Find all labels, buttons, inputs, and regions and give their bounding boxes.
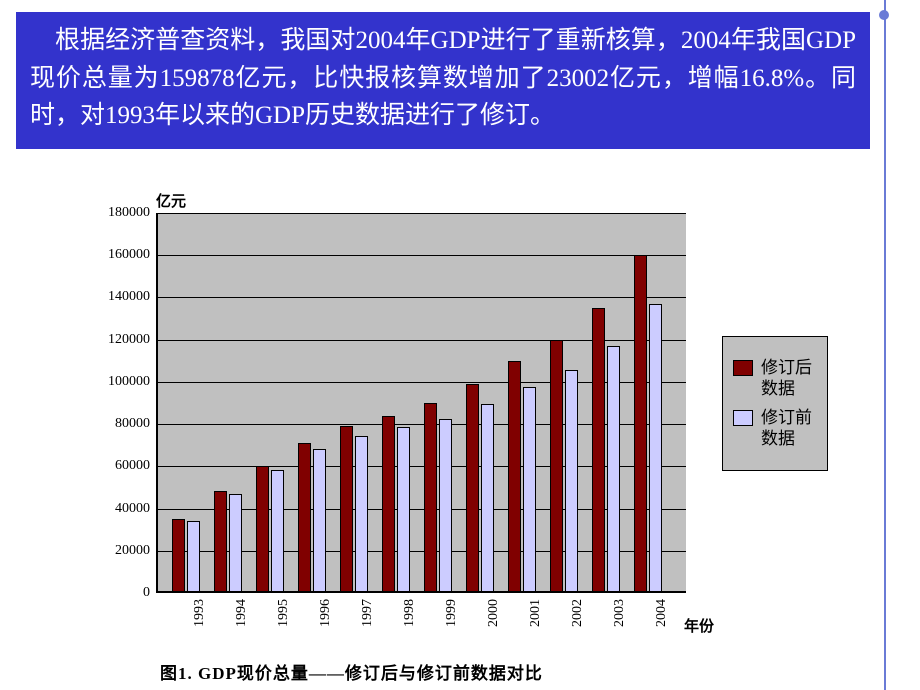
- y-tick-label: 40000: [92, 501, 150, 517]
- y-tick-label: 160000: [92, 247, 150, 263]
- bar-修订后数据: [466, 384, 479, 593]
- y-tick-label: 180000: [92, 205, 150, 221]
- bar-修订后数据: [550, 340, 563, 593]
- description-panel: 根据经济普查资料，我国对2004年GDP进行了重新核算，2004年我国GDP现价…: [16, 12, 870, 149]
- bar-修订后数据: [172, 519, 185, 593]
- y-axis-title: 亿元: [156, 190, 846, 211]
- x-tick-label: 2002: [570, 599, 586, 627]
- bar-修订前数据: [397, 427, 410, 593]
- legend-item: 修订后数据: [733, 357, 817, 400]
- bar-修订前数据: [271, 470, 284, 594]
- bar-修订前数据: [439, 419, 452, 593]
- x-axis-title: 年份: [684, 615, 714, 636]
- bar-修订后数据: [340, 426, 353, 593]
- bar-修订后数据: [634, 255, 647, 593]
- y-tick-label: 60000: [92, 458, 150, 474]
- y-tick-label: 80000: [92, 416, 150, 432]
- bar-修订后数据: [298, 443, 311, 593]
- x-tick-label: 2000: [486, 599, 502, 627]
- bar-修订后数据: [214, 491, 227, 593]
- description-text: 根据经济普查资料，我国对2004年GDP进行了重新核算，2004年我国GDP现价…: [30, 27, 856, 129]
- legend-swatch: [733, 410, 753, 426]
- bar-修订后数据: [508, 361, 521, 593]
- x-axis-labels: 1993 1994 1995 1996 1997 1998 1999 2000 2001 2002…: [156, 593, 686, 643]
- x-tick-label: 1996: [318, 599, 334, 627]
- slide-right-border: [884, 0, 920, 690]
- legend: 修订后数据修订前数据: [722, 336, 828, 471]
- y-axis-ticks: 0200004000060000800001000001200001400001…: [96, 213, 156, 593]
- bar-修订后数据: [256, 466, 269, 593]
- bar-修订前数据: [481, 404, 494, 593]
- bar-修订前数据: [523, 387, 536, 593]
- bar-修订后数据: [424, 403, 437, 593]
- chart-caption: 图1. GDP现价总量——修订后与修订前数据对比: [160, 659, 543, 684]
- bar-修订前数据: [229, 494, 242, 593]
- bar-修订前数据: [649, 304, 662, 593]
- legend-label: 修订前数据: [761, 407, 817, 450]
- x-tick-label: 1997: [360, 599, 376, 627]
- legend-label: 修订后数据: [761, 357, 817, 400]
- x-tick-label: 1999: [444, 599, 460, 627]
- bar-修订前数据: [565, 370, 578, 593]
- y-tick-label: 20000: [92, 543, 150, 559]
- y-tick-label: 120000: [92, 332, 150, 348]
- x-tick-label: 1998: [402, 599, 418, 627]
- slide-root: 根据经济普查资料，我国对2004年GDP进行了重新核算，2004年我国GDP现价…: [0, 0, 920, 690]
- bar-修订后数据: [382, 416, 395, 593]
- x-tick-label: 1995: [276, 599, 292, 627]
- legend-item: 修订前数据: [733, 407, 817, 450]
- bar-修订前数据: [313, 449, 326, 593]
- x-tick-label: 1994: [234, 599, 250, 627]
- bar-修订后数据: [592, 308, 605, 593]
- x-tick-label: 1993: [192, 599, 208, 627]
- bar-修订前数据: [607, 346, 620, 593]
- bar-修订前数据: [355, 436, 368, 593]
- gdp-chart: 亿元 0200004000060000800001000001200001400…: [96, 190, 846, 643]
- legend-swatch: [733, 360, 753, 376]
- y-tick-label: 140000: [92, 289, 150, 305]
- bars-layer: [156, 213, 686, 593]
- bar-修订前数据: [187, 521, 200, 593]
- y-tick-label: 100000: [92, 374, 150, 390]
- x-tick-label: 2003: [612, 599, 628, 627]
- plot-area: [156, 213, 686, 593]
- x-tick-label: 2001: [528, 599, 544, 627]
- x-tick-label: 2004: [654, 599, 670, 627]
- y-axis-line: [156, 213, 158, 593]
